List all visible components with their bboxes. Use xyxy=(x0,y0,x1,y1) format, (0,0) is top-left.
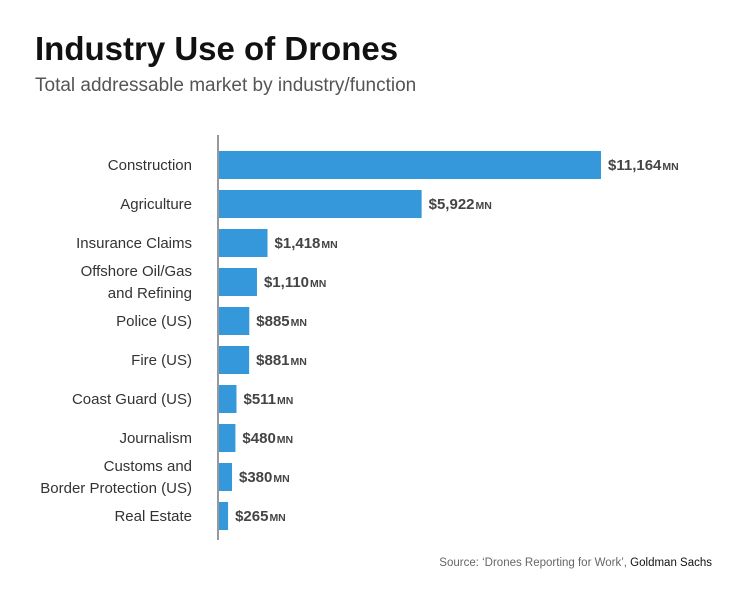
value-label: $265MN xyxy=(235,508,286,525)
chart-subtitle: Total addressable market by industry/fun… xyxy=(35,75,417,96)
source-publisher: Goldman Sachs xyxy=(630,557,712,569)
category-label: and Refining xyxy=(108,285,192,302)
value-label: $881MN xyxy=(256,352,307,369)
category-label: Coast Guard (US) xyxy=(72,391,192,408)
category-label: Insurance Claims xyxy=(76,235,192,252)
value-label: $5,922MN xyxy=(429,196,492,213)
category-label: Border Protection (US) xyxy=(40,480,192,497)
category-label: Journalism xyxy=(119,430,192,447)
bar xyxy=(219,385,237,413)
chart-title: Industry Use of Drones xyxy=(35,30,399,67)
category-label: Agriculture xyxy=(120,196,192,213)
category-label: Customs and xyxy=(104,458,192,475)
category-label: Offshore Oil/Gas xyxy=(81,263,192,280)
value-label: $1,110MN xyxy=(264,274,326,291)
category-label: Police (US) xyxy=(116,313,192,330)
bar xyxy=(219,502,229,530)
value-label: $511MN xyxy=(243,391,293,408)
value-label: $1,418MN xyxy=(275,235,338,252)
bar xyxy=(219,346,250,374)
bar xyxy=(219,268,257,296)
bar xyxy=(219,463,233,491)
bar xyxy=(219,307,250,335)
value-label: $885MN xyxy=(256,313,307,330)
value-label: $480MN xyxy=(242,430,293,447)
bar xyxy=(219,424,236,452)
category-label: Fire (US) xyxy=(131,352,192,369)
value-label: $11,164MN xyxy=(608,157,679,174)
category-label: Real Estate xyxy=(114,508,192,525)
value-label: $380MN xyxy=(239,469,290,486)
bar xyxy=(219,151,601,179)
source-prefix: Source: ‘Drones Reporting for Work’, xyxy=(439,557,631,569)
bar xyxy=(219,190,422,218)
bar xyxy=(219,229,268,257)
category-label: Construction xyxy=(108,157,192,174)
source-note: Source: ‘Drones Reporting for Work’, Gol… xyxy=(439,557,712,569)
